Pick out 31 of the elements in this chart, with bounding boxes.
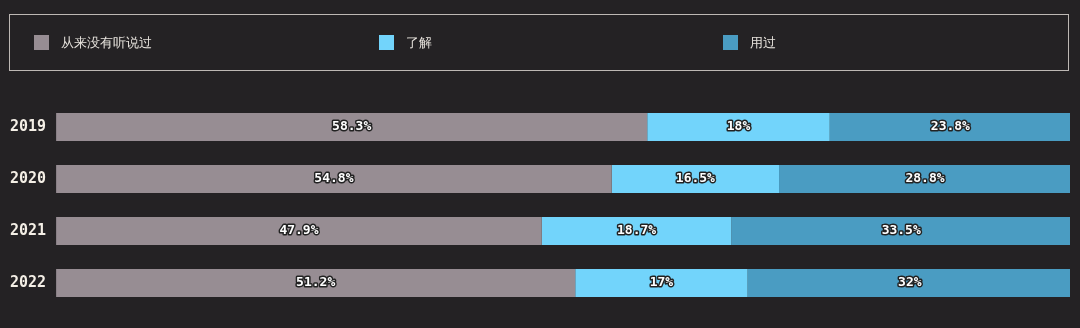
legend-label: 从来没有听说过 xyxy=(61,33,152,52)
bar xyxy=(541,216,732,246)
bar xyxy=(56,216,542,246)
data-label: 54.8% xyxy=(314,170,354,186)
y-tick-label: 2020 xyxy=(10,168,47,187)
bar xyxy=(779,164,1070,194)
data-label: 28.8% xyxy=(905,170,945,186)
data-label: 58.3% xyxy=(332,118,372,134)
bar xyxy=(647,112,830,142)
bar xyxy=(56,268,576,298)
y-tick-label: 2019 xyxy=(10,116,47,135)
bar xyxy=(747,268,1070,298)
y-tick-label: 2022 xyxy=(10,272,47,291)
data-label: 16.5% xyxy=(675,170,716,186)
legend-label: 用过 xyxy=(750,33,777,52)
bar xyxy=(56,112,648,142)
bar xyxy=(829,112,1070,142)
bar xyxy=(611,164,780,194)
data-label: 18.7% xyxy=(617,222,657,238)
data-label: 23.8% xyxy=(930,118,971,134)
data-label: 17% xyxy=(649,274,674,290)
bar xyxy=(56,164,612,194)
data-label: 51.2% xyxy=(296,274,336,290)
legend-label: 了解 xyxy=(405,33,432,52)
bar xyxy=(731,216,1070,246)
data-label: 33.5% xyxy=(881,222,921,238)
data-label: 18% xyxy=(726,118,751,134)
data-label: 47.9% xyxy=(279,222,319,238)
data-label: 32% xyxy=(898,274,922,290)
y-tick-label: 2021 xyxy=(10,220,47,239)
bar xyxy=(575,268,748,298)
